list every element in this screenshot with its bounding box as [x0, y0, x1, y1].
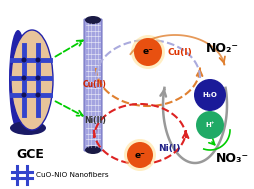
Circle shape: [21, 92, 26, 98]
Text: GCE: GCE: [16, 148, 44, 161]
Circle shape: [21, 75, 26, 81]
Text: NO₂⁻: NO₂⁻: [205, 42, 237, 54]
Text: H⁺: H⁺: [204, 122, 214, 128]
Text: H₂O: H₂O: [202, 92, 217, 98]
Circle shape: [123, 139, 155, 171]
Text: CuO-NiO Nanofibers: CuO-NiO Nanofibers: [36, 172, 108, 178]
Ellipse shape: [9, 30, 27, 130]
Ellipse shape: [11, 30, 53, 130]
Circle shape: [35, 57, 40, 63]
FancyBboxPatch shape: [84, 19, 102, 151]
Circle shape: [195, 111, 223, 139]
Circle shape: [35, 92, 40, 98]
Circle shape: [193, 79, 225, 111]
Ellipse shape: [85, 16, 101, 24]
Circle shape: [133, 38, 161, 66]
Text: Cu(I): Cu(I): [167, 47, 192, 57]
Ellipse shape: [85, 146, 101, 154]
Circle shape: [131, 35, 164, 69]
Text: Ni(II): Ni(II): [84, 115, 105, 125]
Text: e⁻: e⁻: [142, 47, 153, 57]
Text: e⁻: e⁻: [134, 150, 145, 160]
Ellipse shape: [10, 121, 46, 135]
Circle shape: [21, 57, 26, 63]
Text: NO₃⁻: NO₃⁻: [215, 152, 248, 164]
Text: Cu(II): Cu(II): [83, 81, 106, 90]
Circle shape: [126, 142, 152, 168]
Text: Ni(I): Ni(I): [157, 143, 180, 153]
Circle shape: [35, 75, 40, 81]
